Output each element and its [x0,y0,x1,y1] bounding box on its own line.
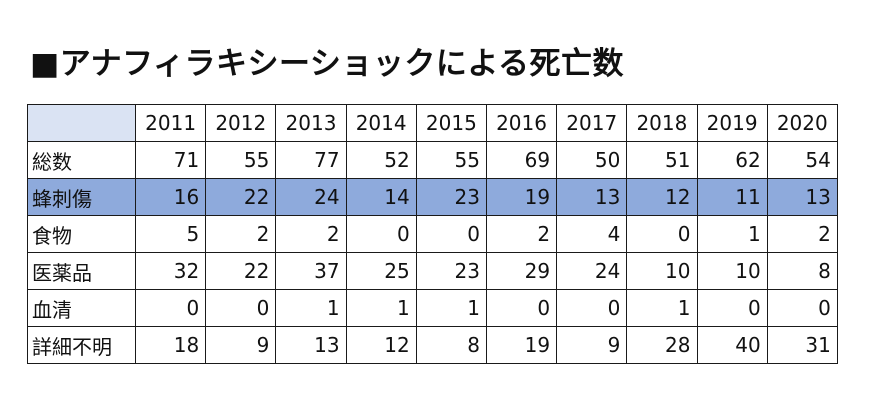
year-header: 2020 [766,104,838,142]
table-cell: 8 [766,252,838,290]
table-row: 医薬品 32 22 37 25 23 29 24 10 10 8 [27,252,838,290]
table-cell: 10 [626,252,698,290]
table-cell: 0 [415,215,487,253]
table-cell: 2 [766,215,838,253]
death-count-table: 2011 2012 2013 2014 2015 2016 2017 2018 … [27,104,838,364]
row-label: 蜂刺傷 [27,178,136,216]
table-cell: 0 [134,289,207,327]
header-corner-cell [27,104,136,142]
row-label: 総数 [27,141,136,179]
table-cell: 0 [556,289,628,327]
table-cell: 55 [415,141,487,179]
table-cell: 24 [275,178,347,216]
table-cell: 9 [556,326,628,364]
table-row: 総数 71 55 77 52 55 69 50 51 62 54 [27,141,838,179]
table-cell: 19 [485,326,558,364]
row-label: 医薬品 [27,252,136,290]
year-header: 2014 [345,104,417,142]
table-cell: 77 [275,141,347,179]
table-cell: 69 [485,141,558,179]
row-label: 食物 [27,215,136,253]
table-cell: 13 [275,326,347,364]
table-cell: 55 [205,141,277,179]
table-cell: 0 [205,289,277,327]
table-cell: 50 [556,141,628,179]
table-cell: 25 [345,252,417,290]
table-cell: 1 [345,289,417,327]
year-header: 2017 [556,104,628,142]
table-row: 詳細不明 18 9 13 12 8 19 9 28 40 31 [27,326,838,364]
table-cell: 51 [626,141,698,179]
year-header: 2018 [626,104,698,142]
table-cell: 14 [345,178,417,216]
table-cell: 11 [696,178,768,216]
table-cell: 28 [626,326,698,364]
table-header-row: 2011 2012 2013 2014 2015 2016 2017 2018 … [27,104,838,142]
table-cell: 22 [205,252,277,290]
table-cell: 2 [485,215,558,253]
year-header: 2011 [134,104,207,142]
table-cell: 4 [556,215,628,253]
table-row: 蜂刺傷 16 22 24 14 23 19 13 12 11 13 [27,178,838,216]
table-cell: 0 [626,215,698,253]
year-header: 2012 [205,104,277,142]
table-cell: 10 [696,252,768,290]
table-cell: 18 [134,326,207,364]
table-cell: 0 [345,215,417,253]
table-cell: 13 [556,178,628,216]
year-header: 2015 [415,104,487,142]
table-cell: 0 [766,289,838,327]
table-cell: 31 [766,326,838,364]
table-cell: 5 [134,215,207,253]
table-cell: 22 [205,178,277,216]
table-cell: 1 [415,289,487,327]
table-cell: 24 [556,252,628,290]
table-cell: 8 [415,326,487,364]
table-cell: 29 [485,252,558,290]
table-cell: 23 [415,178,487,216]
table-cell: 37 [275,252,347,290]
year-header: 2016 [485,104,558,142]
table-cell: 16 [134,178,207,216]
table-cell: 0 [696,289,768,327]
table-row: 食物 5 2 2 0 0 2 4 0 1 2 [27,215,838,253]
table-cell: 13 [766,178,838,216]
row-label: 血清 [27,289,136,327]
table-cell: 32 [134,252,207,290]
table-cell: 2 [205,215,277,253]
table-cell: 12 [626,178,698,216]
table-cell: 1 [275,289,347,327]
table-row: 血清 0 0 1 1 1 0 0 1 0 0 [27,289,838,327]
table-cell: 23 [415,252,487,290]
table-cell: 12 [345,326,417,364]
table-cell: 62 [696,141,768,179]
table-cell: 0 [485,289,558,327]
table-cell: 71 [134,141,207,179]
table-cell: 52 [345,141,417,179]
year-header: 2013 [275,104,347,142]
row-label: 詳細不明 [27,326,136,364]
table-cell: 2 [275,215,347,253]
table-cell: 54 [766,141,838,179]
table-cell: 40 [696,326,768,364]
page-title: ■アナフィラキシーショックによる死亡数 [30,46,624,82]
table-cell: 9 [205,326,277,364]
table-cell: 1 [626,289,698,327]
table-cell: 1 [696,215,768,253]
year-header: 2019 [696,104,768,142]
table-cell: 19 [485,178,558,216]
